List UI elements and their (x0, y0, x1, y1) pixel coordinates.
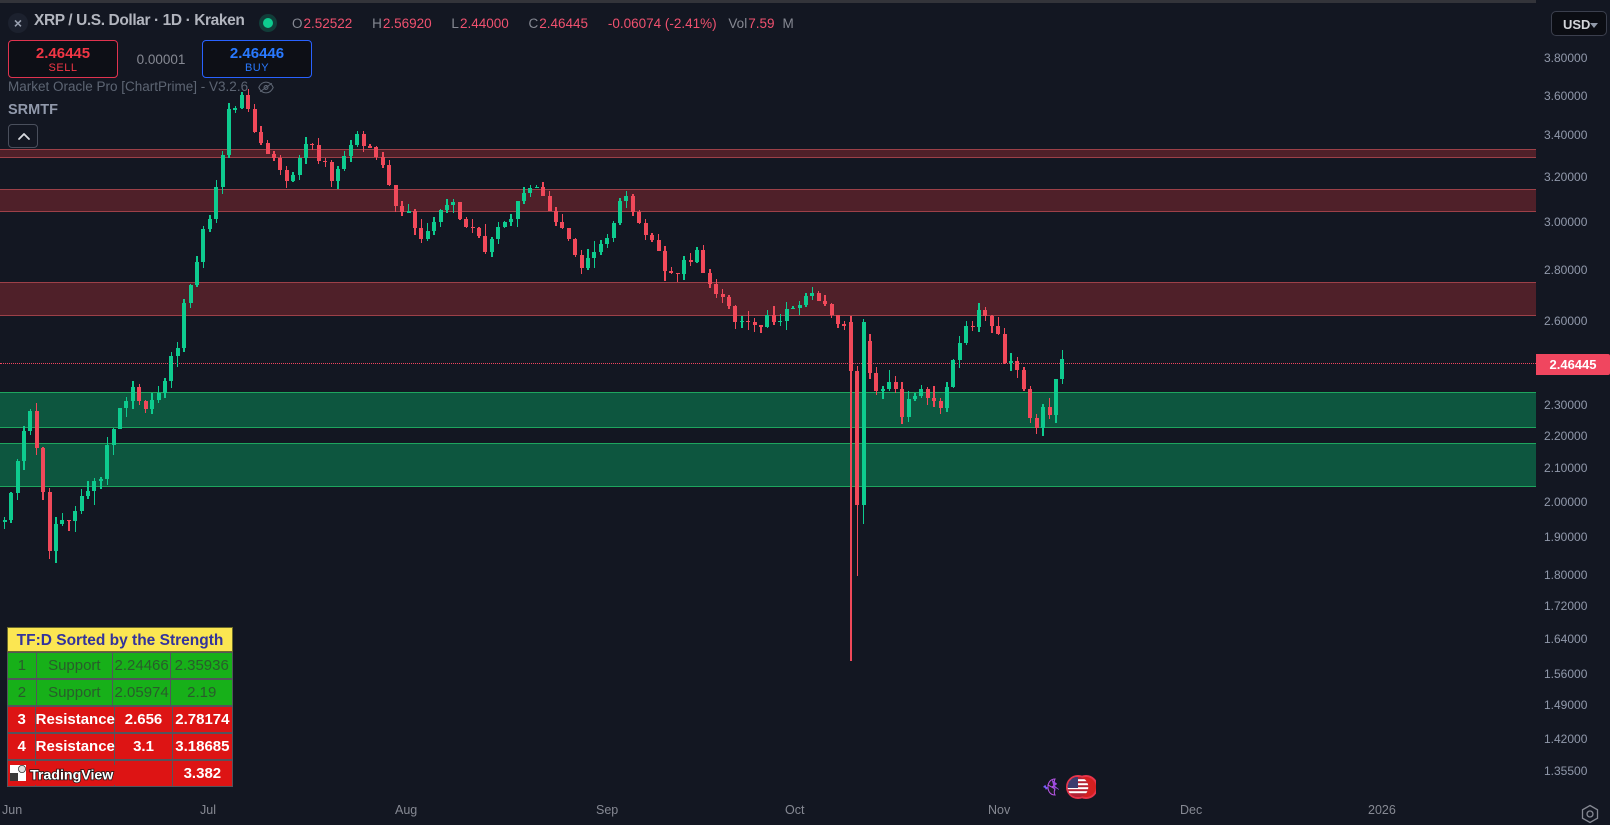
svg-text:TradingView: TradingView (30, 768, 114, 784)
